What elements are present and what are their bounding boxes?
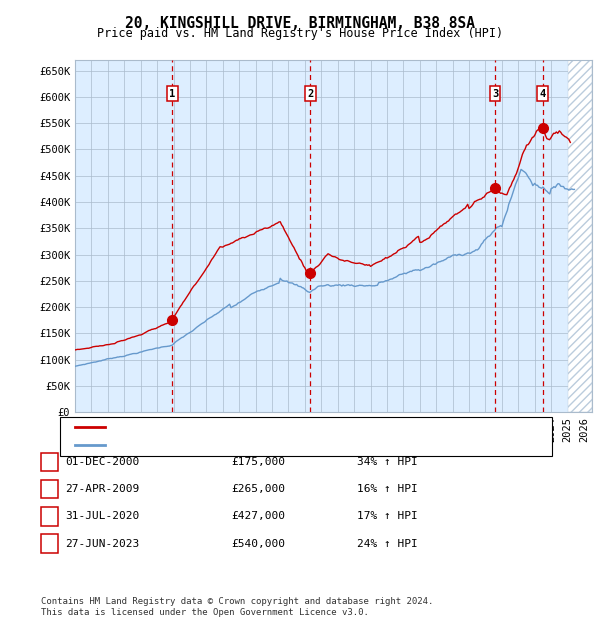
Text: HPI: Average price, detached house, Birmingham: HPI: Average price, detached house, Birm… [111, 440, 398, 450]
Text: Contains HM Land Registry data © Crown copyright and database right 2024.
This d: Contains HM Land Registry data © Crown c… [41, 598, 433, 617]
Text: £265,000: £265,000 [231, 484, 285, 494]
Text: 24% ↑ HPI: 24% ↑ HPI [357, 539, 418, 549]
Text: 01-DEC-2000: 01-DEC-2000 [65, 457, 139, 467]
Text: 27-APR-2009: 27-APR-2009 [65, 484, 139, 494]
Text: 3: 3 [46, 512, 53, 521]
Text: 1: 1 [169, 89, 175, 99]
Text: £427,000: £427,000 [231, 512, 285, 521]
Text: 17% ↑ HPI: 17% ↑ HPI [357, 512, 418, 521]
Text: 31-JUL-2020: 31-JUL-2020 [65, 512, 139, 521]
Text: 2: 2 [307, 89, 313, 99]
Text: 4: 4 [539, 89, 546, 99]
Text: 34% ↑ HPI: 34% ↑ HPI [357, 457, 418, 467]
Text: Price paid vs. HM Land Registry's House Price Index (HPI): Price paid vs. HM Land Registry's House … [97, 27, 503, 40]
Text: 4: 4 [46, 539, 53, 549]
Text: 20, KINGSHILL DRIVE, BIRMINGHAM, B38 8SA (detached house): 20, KINGSHILL DRIVE, BIRMINGHAM, B38 8SA… [111, 422, 467, 432]
Text: £540,000: £540,000 [231, 539, 285, 549]
Text: 3: 3 [492, 89, 498, 99]
Text: 20, KINGSHILL DRIVE, BIRMINGHAM, B38 8SA: 20, KINGSHILL DRIVE, BIRMINGHAM, B38 8SA [125, 16, 475, 30]
Text: 27-JUN-2023: 27-JUN-2023 [65, 539, 139, 549]
Text: 16% ↑ HPI: 16% ↑ HPI [357, 484, 418, 494]
Text: 2: 2 [46, 484, 53, 494]
Text: 1: 1 [46, 457, 53, 467]
Text: £175,000: £175,000 [231, 457, 285, 467]
